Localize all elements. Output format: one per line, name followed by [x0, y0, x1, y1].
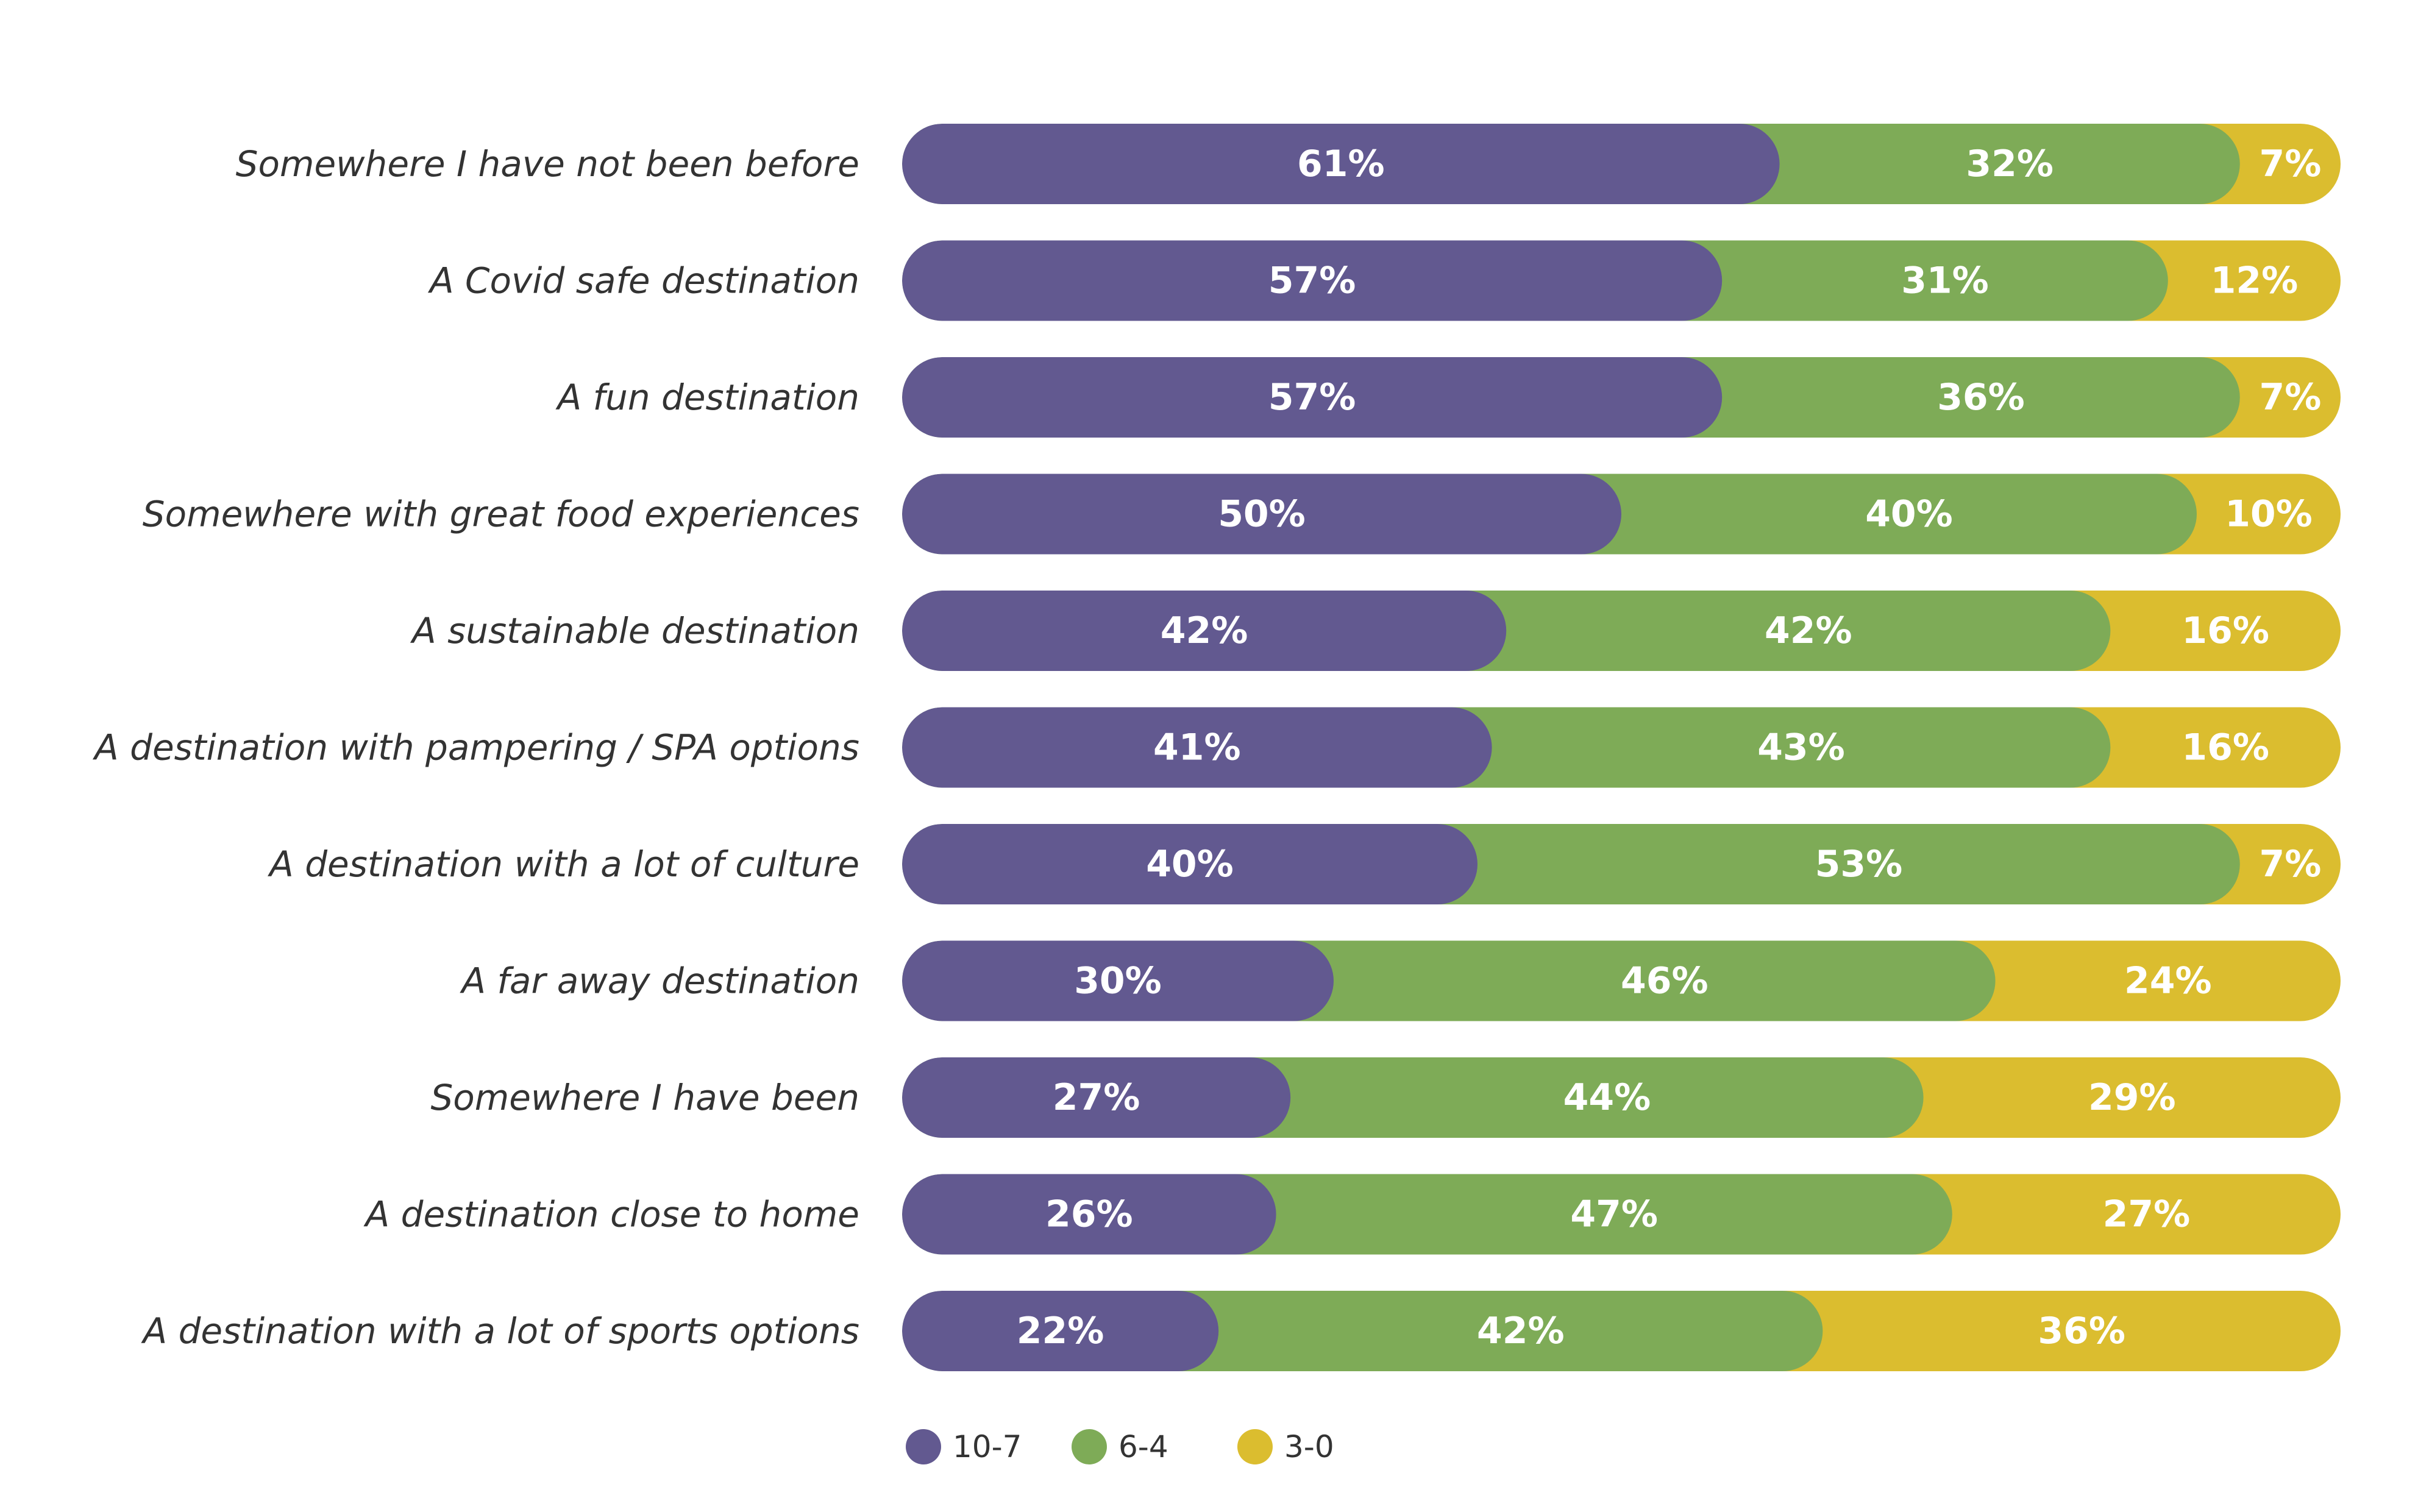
value-label: 24% [2124, 960, 2212, 1003]
bar-row [902, 124, 2341, 204]
value-label: 40% [1146, 843, 1234, 886]
bar-segment-10-7 [902, 1174, 1276, 1255]
bar-row [902, 474, 2341, 555]
value-label: 40% [1865, 493, 1953, 536]
value-label: 46% [1621, 960, 1709, 1003]
value-label: 7% [2259, 143, 2321, 185]
value-label: 7% [2259, 843, 2321, 886]
category-label: Somewhere I have not been before [236, 143, 859, 185]
legend-label: 6-4 [1118, 1429, 1168, 1464]
value-label: 27% [2103, 1193, 2191, 1236]
value-label: 31% [1901, 260, 1989, 302]
value-label: 12% [2211, 260, 2299, 302]
value-label: 57% [1268, 260, 1356, 302]
value-label: 29% [2088, 1076, 2176, 1119]
category-label: A Covid safe destination [427, 260, 859, 302]
value-label: 53% [1815, 843, 1903, 886]
bar-segment-3-0 [1911, 1174, 2341, 1255]
category-label: A destination with a lot of culture [267, 843, 859, 885]
value-label: 42% [1765, 609, 1852, 652]
value-label: 42% [1477, 1310, 1565, 1352]
bar-segment-10-7 [902, 824, 1477, 904]
category-label: A sustainable destination [410, 610, 859, 651]
bar-segment-10-7 [902, 124, 1780, 204]
bar-segment-10-7 [902, 707, 1492, 788]
bar-segment-10-7 [902, 591, 1507, 671]
category-label: A destination close to home [363, 1194, 859, 1235]
value-label: 22% [1017, 1310, 1104, 1352]
value-label: 57% [1268, 376, 1356, 419]
category-label: Somewhere I have been [430, 1077, 859, 1118]
bar-row [902, 824, 2341, 904]
legend-swatch [1072, 1429, 1107, 1464]
bars: 61% 32% 7% 57% 31% 12% 57% 36% 7% 50% 40% 10% 42% 42%… [902, 124, 2341, 1371]
bar-row [902, 1174, 2341, 1255]
bar-segment-10-7 [902, 357, 1723, 438]
bar-segment-3-0 [1955, 940, 2341, 1021]
category-label: A destination with a lot of sports optio… [141, 1310, 860, 1352]
category-label: A fun destination [555, 377, 859, 418]
value-label: 47% [1570, 1193, 1658, 1236]
value-label: 50% [1218, 493, 1306, 536]
bar-segment-10-7 [902, 240, 1723, 321]
value-label: 61% [1297, 143, 1385, 185]
category-labels: Somewhere I have not been before A Covid … [92, 143, 859, 1352]
bar-segment-10-7 [902, 1291, 1219, 1371]
value-label: 44% [1563, 1076, 1651, 1119]
category-label: A destination with pampering / SPA optio… [92, 727, 859, 768]
category-label: Somewhere with great food experiences [143, 494, 859, 535]
value-label: 41% [1153, 726, 1241, 769]
bar-row [902, 240, 2341, 321]
value-label: 30% [1074, 960, 1162, 1003]
bar-row [902, 940, 2341, 1021]
legend-swatch [906, 1429, 941, 1464]
bar-segment-3-0 [1782, 1291, 2341, 1371]
legend-swatch [1237, 1429, 1273, 1464]
bar-segment-3-0 [2070, 707, 2341, 788]
value-label: 16% [2182, 726, 2269, 769]
bar-row [902, 1291, 2341, 1371]
bar-segment-3-0 [1883, 1057, 2341, 1138]
bar-segment-10-7 [902, 940, 1334, 1021]
value-label: 26% [1045, 1193, 1133, 1236]
value-label: 10% [2225, 493, 2313, 536]
bar-segment-10-7 [902, 1057, 1291, 1138]
bar-row [902, 591, 2341, 671]
bar-segment-3-0 [2070, 591, 2341, 671]
value-label: 16% [2182, 609, 2269, 652]
legend-label: 10-7 [953, 1429, 1022, 1464]
value-label: 7% [2259, 376, 2321, 419]
legend-label: 3-0 [1284, 1429, 1334, 1464]
value-label: 32% [1966, 143, 2054, 185]
value-label: 27% [1053, 1076, 1140, 1119]
value-label: 43% [1757, 726, 1845, 769]
category-label: A far away destination [459, 960, 859, 1002]
value-label: 36% [2038, 1310, 2125, 1352]
bar-segment-10-7 [902, 474, 1621, 555]
value-label: 42% [1161, 609, 1248, 652]
legend: 10-7 6-4 3-0 [906, 1429, 1334, 1464]
bar-row [902, 357, 2341, 438]
bar-row [902, 707, 2341, 788]
bar-row [902, 1057, 2341, 1138]
value-label: 36% [1937, 376, 2025, 419]
